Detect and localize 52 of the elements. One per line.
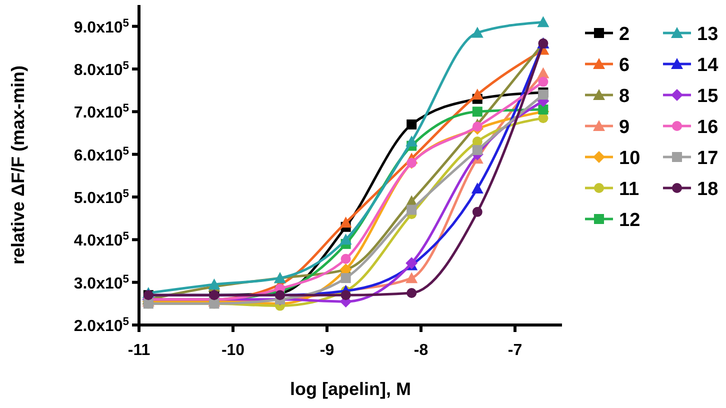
legend-label: 12	[619, 210, 640, 231]
y-tick-label: 3.0x10$^{5}$	[74, 273, 129, 292]
point	[472, 122, 482, 132]
legend-label: 10	[619, 148, 640, 169]
y-tick-label: 2.0x10$^{5}$	[74, 316, 129, 335]
point	[538, 104, 548, 115]
y-tick-label: 7.0x10$^{5}$	[74, 102, 129, 122]
legend-label: 2	[619, 24, 630, 45]
point	[471, 88, 484, 100]
legend-label: 8	[619, 86, 630, 107]
y-tick-label: 5.0x10$^{5}$	[74, 188, 129, 207]
x-tick-label: -10	[221, 342, 245, 359]
point	[538, 113, 548, 124]
y-axis-title: relative ΔF/F (max-min)	[8, 66, 28, 264]
y-tick-label: 4.0x10$^{5}$	[74, 230, 129, 250]
x-tick-label: -8	[414, 342, 428, 359]
point	[538, 90, 548, 100]
point	[340, 290, 351, 300]
point	[537, 16, 550, 28]
legend-label: 18	[697, 179, 718, 200]
point	[340, 216, 352, 228]
point	[406, 136, 418, 147]
x-tick-label: -11	[128, 342, 150, 359]
point	[406, 272, 418, 284]
legend-label: 13	[697, 24, 718, 45]
point	[208, 278, 220, 290]
point	[472, 206, 482, 217]
point	[471, 182, 484, 194]
point	[538, 76, 548, 87]
point	[471, 26, 484, 38]
point	[472, 145, 482, 156]
legend-label: 14	[697, 55, 719, 76]
point	[340, 254, 351, 264]
x-axis-title: log [apelin], M	[290, 379, 411, 399]
legend-label: 17	[697, 148, 718, 169]
point	[472, 106, 482, 117]
x-tick-label: -7	[508, 342, 522, 359]
point	[406, 119, 417, 130]
y-tick-label: 9.0x10$^{5}$	[74, 17, 129, 36]
point	[340, 234, 352, 245]
x-tick-label: -9	[320, 342, 334, 359]
point	[406, 204, 417, 215]
point	[406, 288, 417, 298]
legend-label: 9	[619, 117, 630, 138]
y-tick-label: 6.0x10$^{5}$	[74, 145, 129, 164]
point	[340, 273, 351, 284]
y-tick-label: 8.0x10$^{5}$	[74, 60, 129, 79]
legend-label: 6	[619, 55, 630, 76]
legend-label: 16	[697, 117, 718, 138]
legend-label: 11	[619, 179, 640, 200]
point	[472, 136, 482, 147]
legend-label: 15	[697, 86, 719, 107]
